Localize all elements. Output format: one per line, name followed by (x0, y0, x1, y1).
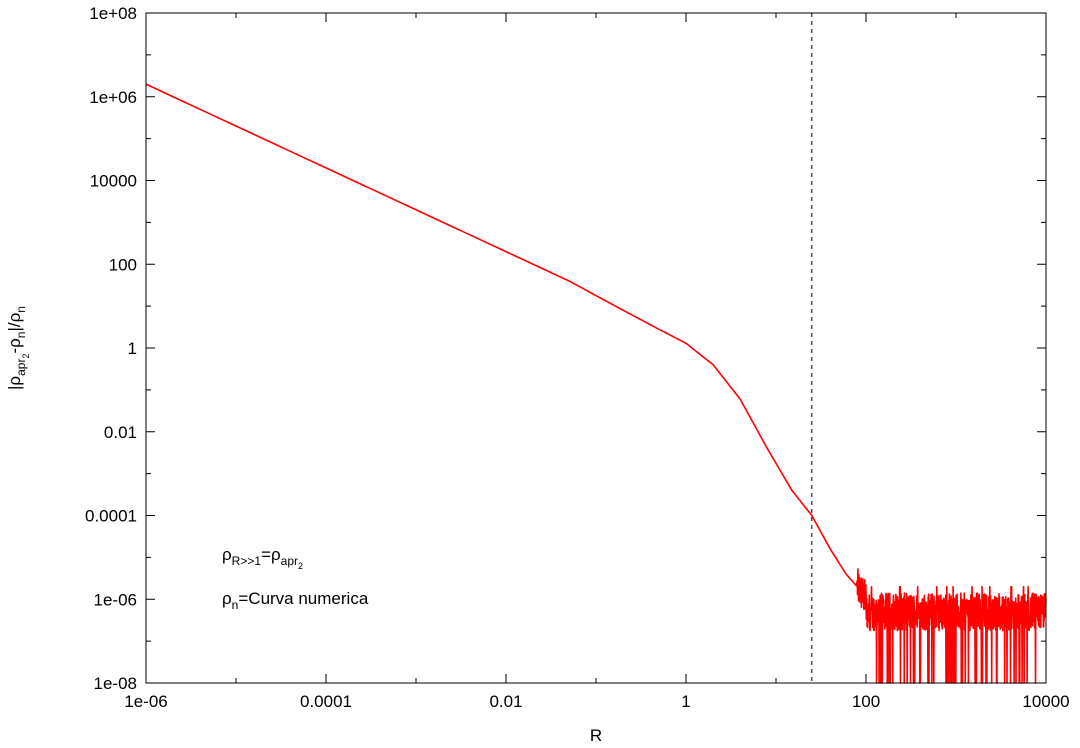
tick-labels: 1e-06 0.0001 0.01 1 100 100001e-081e-060.0001… (85, 4, 1070, 711)
text-part: ρ (222, 589, 232, 608)
y-axis-label: |ρapr2-ρn|/ρn (5, 306, 31, 390)
axis-ticks (145, 12, 1047, 684)
text-part: |/ρ (5, 313, 24, 332)
text-part: 2 (298, 561, 303, 571)
series-line (145, 83, 1047, 684)
text-part: ρ (222, 545, 232, 564)
x-tick-label: 1 (681, 692, 690, 711)
y-tick-label: 1e+06 (89, 88, 137, 107)
x-tick-label: 10000 (1022, 692, 1069, 711)
y-tick-label: 100 (109, 255, 137, 274)
text-part: apr (14, 359, 28, 376)
y-tick-label: 1e+08 (89, 4, 137, 23)
plot-frame (145, 12, 1047, 684)
x-tick-label: 0.01 (489, 692, 522, 711)
y-tick-label: 1e-08 (94, 674, 137, 693)
y-tick-label: 1e-06 (94, 590, 137, 609)
text-part: apr (281, 554, 298, 568)
annotation-1: ρR>>1=ρapr2 (222, 545, 303, 571)
text-part: n (14, 306, 28, 313)
text-part: n (14, 332, 28, 339)
series-layer (145, 83, 1047, 684)
text-part: R>>1 (232, 554, 262, 568)
y-tick-label: 0.01 (104, 423, 137, 442)
text-part: |ρ (5, 376, 24, 390)
x-axis-label: R (590, 726, 602, 745)
text-part: =Curva numerica (238, 589, 368, 608)
annotation-2: ρn=Curva numerica (222, 589, 369, 612)
text-part: n (232, 598, 239, 612)
y-tick-label: 1 (128, 339, 137, 358)
x-tick-label: 100 (852, 692, 880, 711)
y-tick-label: 0.0001 (85, 507, 137, 526)
text-part: =ρ (261, 545, 281, 564)
y-tick-label: 10000 (90, 172, 137, 191)
x-tick-label: 0.0001 (300, 692, 352, 711)
text-part: -ρ (5, 338, 24, 353)
x-tick-label: 1e-06 (124, 692, 167, 711)
text-part: 2 (21, 354, 31, 359)
